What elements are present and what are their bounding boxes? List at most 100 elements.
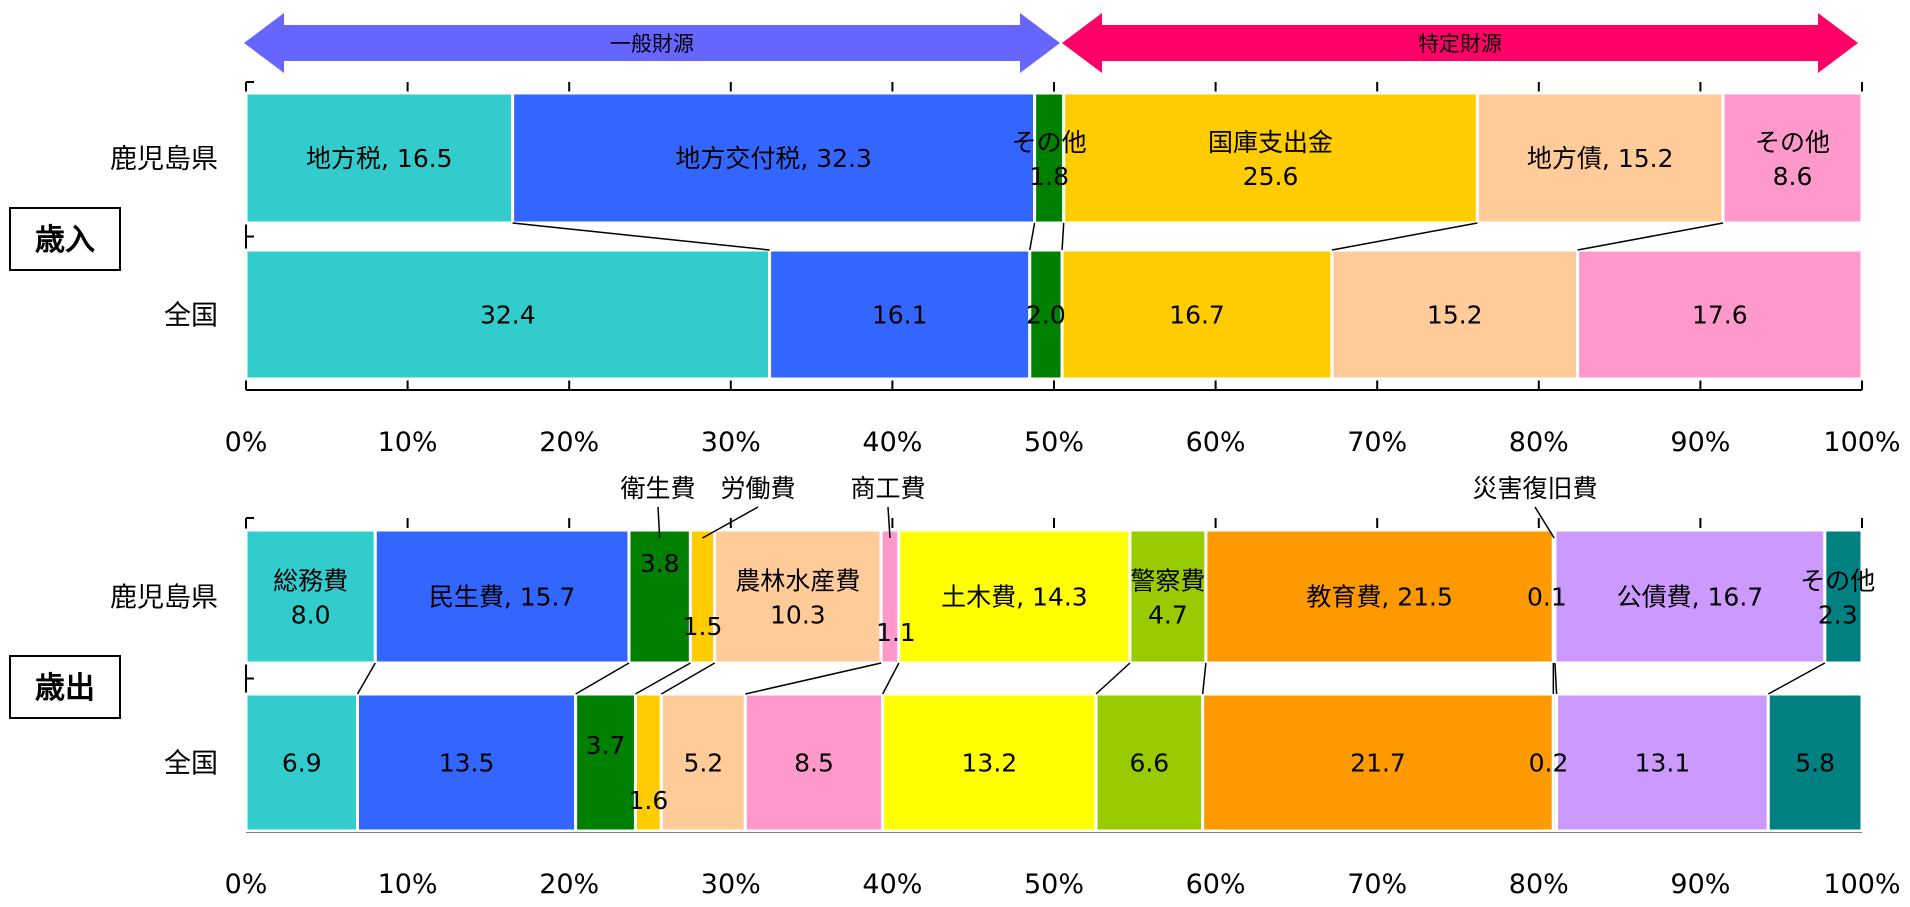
data-label: その他 (1755, 128, 1830, 157)
data-label: 4.7 (1148, 601, 1188, 630)
row-label: 全国 (164, 749, 218, 780)
x-tick-label: 30% (701, 427, 761, 458)
data-label: 16.7 (1169, 301, 1225, 330)
funding-arrows: 一般財源 特定財源 (244, 13, 1858, 73)
data-label: 公債費, 16.7 (1617, 583, 1764, 612)
connector-line (1554, 662, 1558, 695)
data-label: 地方債, 15.2 (1527, 144, 1674, 173)
data-label: 地方税, 16.5 (306, 144, 453, 173)
callout-label: 衛生費 (620, 474, 695, 503)
data-label: 国庫支出金 (1208, 128, 1333, 157)
data-label: 1.8 (1029, 162, 1069, 191)
x-tick-label: 100% (1823, 427, 1900, 458)
x-tick-label: 10% (378, 427, 438, 458)
data-label: 6.6 (1129, 749, 1169, 778)
bar-segment (1721, 91, 1864, 225)
bar-segment (373, 528, 631, 665)
connector-line (1061, 222, 1065, 251)
x-tick-label: 20% (539, 427, 599, 458)
bar-segment (1766, 692, 1864, 833)
data-label: 8.0 (291, 601, 331, 630)
connector-line (1095, 662, 1131, 695)
data-label: 土木費, 14.3 (941, 583, 1088, 612)
bar-segment (244, 91, 515, 225)
connector-line (660, 662, 716, 695)
x-tick-label: 70% (1347, 427, 1407, 458)
x-tick-label: 50% (1024, 869, 1084, 900)
connector-line (635, 662, 691, 695)
connector-line (1201, 662, 1207, 695)
x-tick-label: 20% (539, 869, 599, 900)
data-label: 13.5 (439, 749, 495, 778)
data-label: 2.3 (1818, 601, 1858, 630)
bar-segment (627, 528, 692, 665)
callout-leader (657, 506, 661, 539)
data-label: 農林水産費 (735, 567, 860, 596)
data-label: 3.8 (640, 549, 680, 578)
bar-segment (1555, 692, 1770, 833)
data-label: 10.3 (770, 601, 826, 630)
x-tick-label: 30% (701, 869, 761, 900)
row-label: 全国 (164, 301, 218, 332)
x-tick-label: 60% (1186, 869, 1246, 900)
x-tick-label: 50% (1024, 427, 1084, 458)
bar-segment (1576, 248, 1864, 381)
revenue-section-box (9, 207, 121, 271)
expenditure-section-label: 歳出 (9, 655, 121, 719)
bar-segment (897, 528, 1132, 665)
bar-segment (1094, 692, 1205, 833)
data-label: 警察費 (1130, 567, 1205, 596)
data-label: 8.6 (1773, 162, 1813, 191)
bar-segment (768, 248, 1032, 381)
x-tick-label: 0% (225, 869, 268, 900)
data-label: 25.6 (1243, 162, 1299, 191)
bar-segment (1204, 528, 1555, 665)
bar-segment (1128, 528, 1208, 665)
connector-line (356, 662, 376, 695)
bar-segment (244, 528, 377, 665)
bar-segment (244, 692, 360, 833)
callout-leader (1534, 506, 1555, 539)
callout-leader (887, 506, 891, 539)
data-label: 0.1 (1527, 583, 1567, 612)
x-tick-label: 10% (378, 869, 438, 900)
data-label: 5.2 (683, 749, 723, 778)
data-label: その他 (1800, 567, 1875, 596)
data-label: 0.2 (1529, 749, 1569, 778)
data-label: 13.1 (1635, 749, 1691, 778)
connector-line (1331, 222, 1478, 251)
x-tick-label: 90% (1670, 427, 1730, 458)
callout-label: 商工費 (850, 474, 925, 503)
data-label: 8.5 (794, 749, 834, 778)
callout-label: 災害復旧費 (1472, 474, 1597, 503)
row-label: 鹿児島県 (110, 583, 218, 614)
bar-segment (1475, 91, 1725, 225)
callout-leader (702, 506, 759, 539)
bar-segment (574, 692, 637, 833)
specific-funds-arrow (1062, 13, 1858, 73)
x-tick-label: 90% (1670, 869, 1730, 900)
bar-segment (1330, 248, 1580, 381)
bar-segment (1060, 248, 1334, 381)
bar-segment (244, 248, 772, 381)
data-label: 6.9 (282, 749, 322, 778)
data-label: 5.8 (1795, 749, 1835, 778)
data-label: 16.1 (872, 301, 928, 330)
data-label: 3.7 (586, 731, 626, 760)
connector-line (512, 222, 770, 251)
connector-line (1577, 222, 1724, 251)
x-tick-label: 40% (862, 869, 922, 900)
data-label: 32.4 (480, 301, 536, 330)
revenue-section-text: 歳入 (35, 223, 95, 258)
bar-segment (1033, 91, 1066, 225)
connector-line (1767, 662, 1826, 695)
bar-segment (356, 692, 578, 833)
x-tick-label: 0% (225, 427, 268, 458)
connector-line (1029, 222, 1036, 251)
x-tick-label: 80% (1509, 427, 1569, 458)
bar-segment (688, 528, 717, 665)
connector-line (575, 662, 630, 695)
x-tick-label: 80% (1509, 869, 1569, 900)
